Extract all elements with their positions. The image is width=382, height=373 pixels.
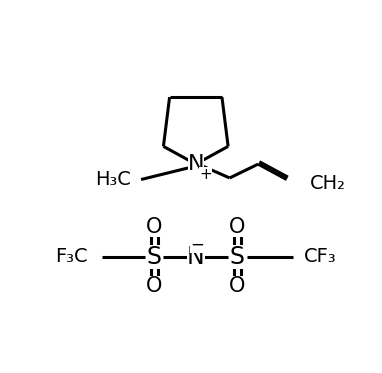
Text: F₃C: F₃C <box>55 247 88 266</box>
Text: N: N <box>188 154 204 174</box>
Text: O: O <box>146 217 162 237</box>
Text: S: S <box>230 245 245 269</box>
Text: N: N <box>187 245 205 269</box>
Text: CF₃: CF₃ <box>303 247 336 266</box>
Text: −: − <box>190 235 204 253</box>
Text: H₃C: H₃C <box>96 170 131 189</box>
Text: O: O <box>229 217 246 237</box>
Text: S: S <box>147 245 162 269</box>
Text: O: O <box>146 276 162 296</box>
Text: CH₂: CH₂ <box>310 174 346 193</box>
Text: +: + <box>199 167 212 182</box>
Text: O: O <box>229 276 246 296</box>
